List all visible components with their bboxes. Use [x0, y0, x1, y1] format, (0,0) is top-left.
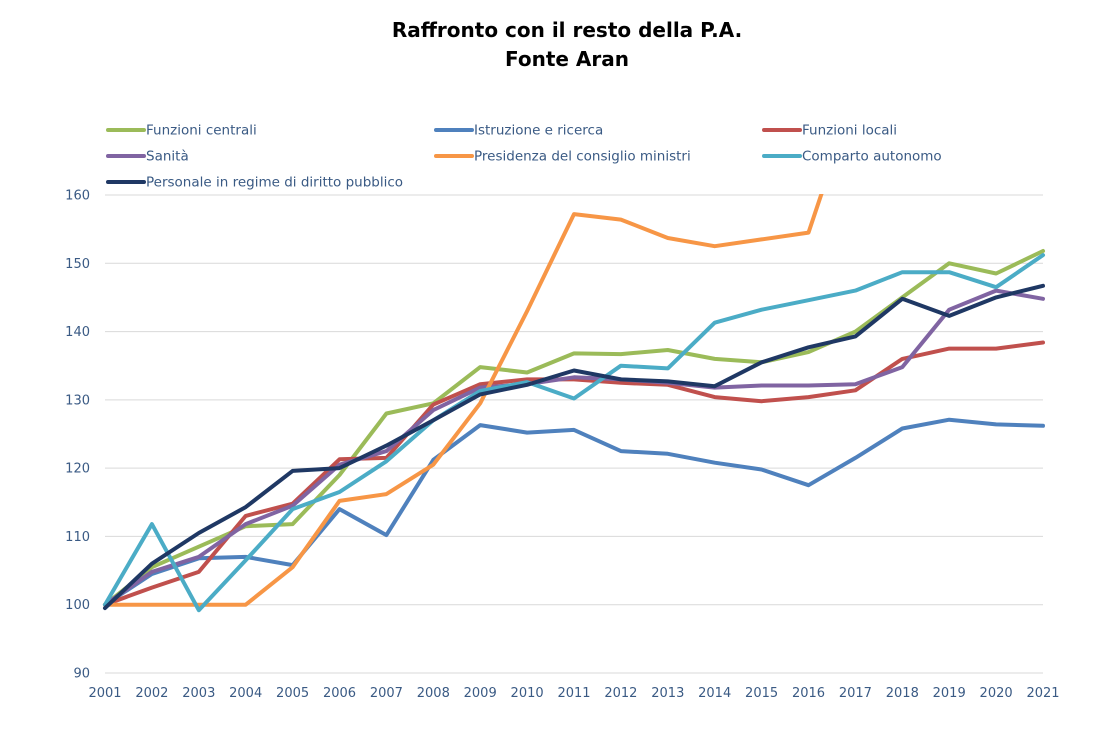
- legend-label: Istruzione e ricerca: [474, 123, 603, 139]
- legend-label: Personale in regime di diritto pubblico: [146, 175, 403, 191]
- legend-item: Presidenza del consiglio ministri: [434, 149, 691, 165]
- legend-label: Presidenza del consiglio ministri: [474, 149, 691, 165]
- x-tick-label: 2021: [1026, 686, 1059, 701]
- x-tick-label: 2014: [698, 686, 731, 701]
- x-tick-label: 2019: [933, 686, 966, 701]
- x-tick-label: 2011: [557, 686, 590, 701]
- x-tick-label: 2005: [276, 686, 309, 701]
- x-tick-label: 2020: [980, 686, 1013, 701]
- x-tick-label: 2009: [464, 686, 497, 701]
- y-tick-label: 130: [65, 393, 90, 408]
- x-tick-label: 2012: [604, 686, 637, 701]
- series-line-funzioni-locali: [103, 340, 1045, 607]
- legend-label: Comparto autonomo: [802, 149, 942, 165]
- x-tick-label: 2016: [792, 686, 825, 701]
- chart-title: Raffronto con il resto della P.A.: [392, 18, 742, 42]
- series-line-istruzione-e-ricerca: [103, 417, 1045, 607]
- y-tick-label: 100: [65, 598, 90, 613]
- x-tick-label: 2018: [886, 686, 919, 701]
- y-tick-label: 90: [73, 667, 90, 682]
- y-tick-label: 120: [65, 462, 90, 477]
- x-axis-ticks: 2001 2002 2003 2004 2005 2006 2007 2008 2009 2010…: [88, 686, 1059, 701]
- legend-label: Funzioni centrali: [146, 123, 257, 139]
- x-tick-label: 2008: [417, 686, 450, 701]
- legend: Funzioni centrali Istruzione e ricerca Fun…: [106, 123, 942, 191]
- x-tick-label: 2013: [651, 686, 684, 701]
- legend-item: Funzioni centrali: [106, 123, 257, 139]
- x-tick-label: 2002: [135, 686, 168, 701]
- x-tick-label: 2004: [229, 686, 262, 701]
- x-tick-label: 2017: [839, 686, 872, 701]
- legend-label: Sanità: [146, 149, 189, 165]
- x-tick-label: 2015: [745, 686, 778, 701]
- x-tick-label: 2003: [182, 686, 215, 701]
- y-axis-ticks: 90 100 110 120 130 140 150 160: [65, 189, 90, 682]
- legend-item: Istruzione e ricerca: [434, 123, 603, 139]
- legend-item: Sanità: [106, 149, 189, 165]
- series-line-comparto-autonomo: [103, 253, 1045, 613]
- x-tick-label: 2010: [511, 686, 544, 701]
- series-line-sanit: [103, 288, 1045, 607]
- y-tick-label: 110: [65, 530, 90, 545]
- legend-item: Personale in regime di diritto pubblico: [106, 175, 403, 191]
- legend-item: Funzioni locali: [762, 123, 897, 139]
- series-line-presidenza-del-consiglio-ministri: [103, 194, 824, 607]
- y-tick-label: 150: [65, 257, 90, 272]
- x-tick-label: 2006: [323, 686, 356, 701]
- y-tick-label: 160: [65, 189, 90, 204]
- gridlines: [105, 194, 1043, 674]
- legend-item: Comparto autonomo: [762, 149, 942, 165]
- y-tick-label: 140: [65, 325, 90, 340]
- legend-label: Funzioni locali: [802, 123, 897, 139]
- chart-subtitle: Fonte Aran: [505, 47, 629, 71]
- series-line-personale-in-regime-di-diritto-pubblico: [103, 283, 1045, 611]
- series-lines: [103, 194, 1045, 613]
- x-tick-label: 2001: [88, 686, 121, 701]
- x-tick-label: 2007: [370, 686, 403, 701]
